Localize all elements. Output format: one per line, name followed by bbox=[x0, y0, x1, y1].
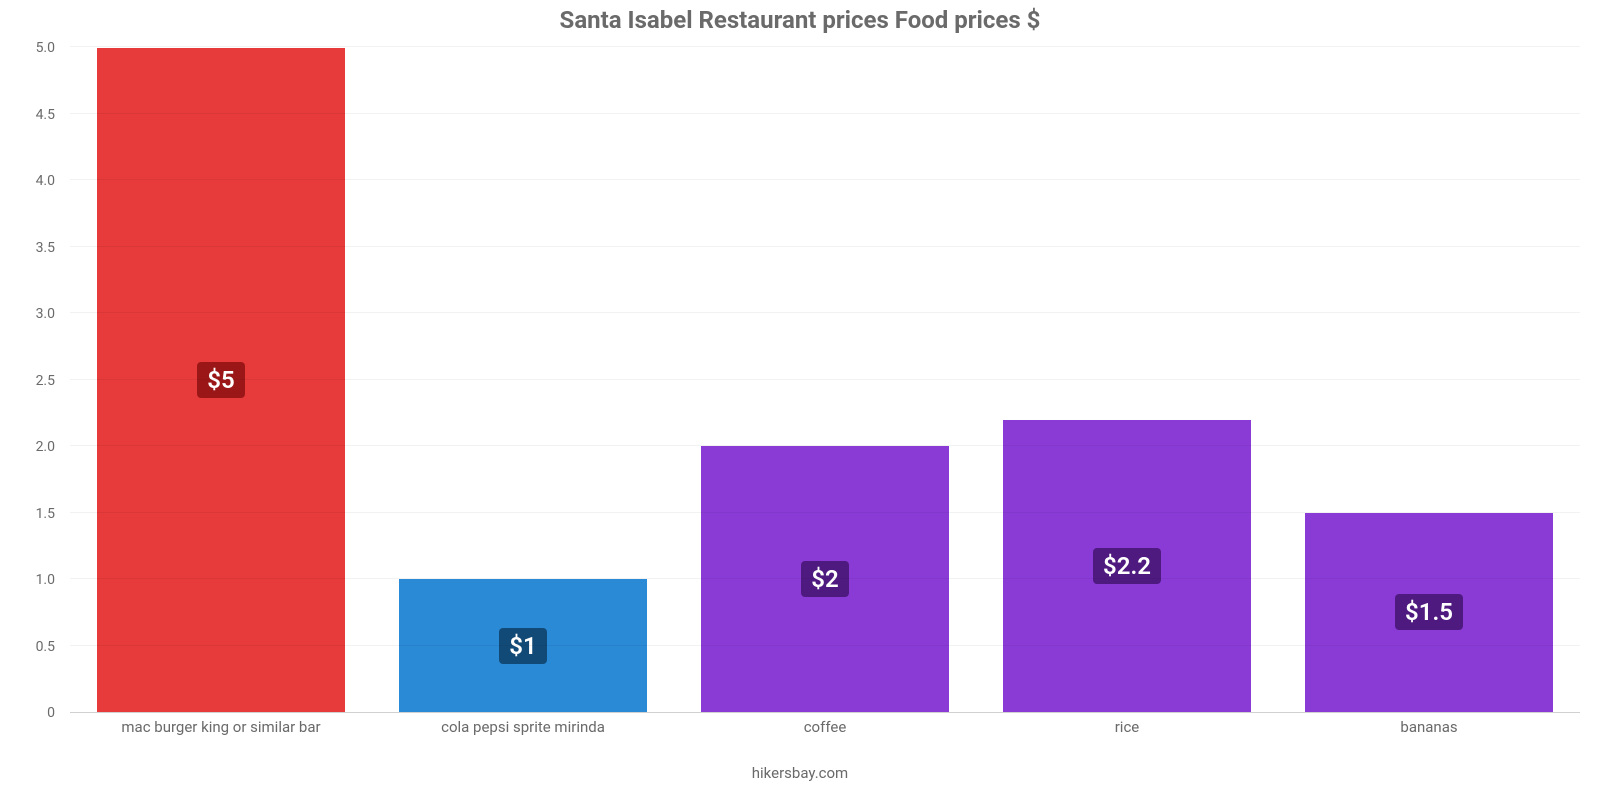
bars-container: $5 $1 $2 $2.2 $1.5 bbox=[70, 48, 1580, 712]
bar: $1.5 bbox=[1305, 513, 1553, 712]
chart-title: Santa Isabel Restaurant prices Food pric… bbox=[0, 6, 1600, 34]
gridline bbox=[70, 512, 1580, 513]
x-tick-label: cola pepsi sprite mirinda bbox=[372, 718, 674, 736]
y-tick-label: 1.5 bbox=[0, 506, 55, 522]
gridline bbox=[70, 578, 1580, 579]
gridline bbox=[70, 379, 1580, 380]
plot-area: $5 $1 $2 $2.2 $1.5 bbox=[70, 48, 1580, 713]
gridline bbox=[70, 645, 1580, 646]
gridline bbox=[70, 179, 1580, 180]
x-axis-labels: mac burger king or similar barcola pepsi… bbox=[70, 718, 1580, 736]
y-tick-label: 2.0 bbox=[0, 439, 55, 455]
bar: $2.2 bbox=[1003, 420, 1251, 712]
y-tick-label: 5.0 bbox=[0, 40, 55, 56]
bar-slot: $2 bbox=[674, 48, 976, 712]
value-badge: $1 bbox=[499, 628, 546, 664]
bar: $1 bbox=[399, 579, 647, 712]
y-tick-label: 0 bbox=[0, 705, 55, 721]
y-tick-label: 0.5 bbox=[0, 639, 55, 655]
y-tick-label: 4.0 bbox=[0, 173, 55, 189]
bar: $2 bbox=[701, 446, 949, 712]
gridline bbox=[70, 246, 1580, 247]
bar-slot: $1 bbox=[372, 48, 674, 712]
bar-slot: $2.2 bbox=[976, 48, 1278, 712]
x-tick-label: mac burger king or similar bar bbox=[70, 718, 372, 736]
y-tick-label: 1.0 bbox=[0, 572, 55, 588]
bar-slot: $1.5 bbox=[1278, 48, 1580, 712]
x-tick-label: coffee bbox=[674, 718, 976, 736]
value-badge: $2 bbox=[801, 561, 848, 597]
y-tick-label: 3.5 bbox=[0, 240, 55, 256]
x-tick-label: rice bbox=[976, 718, 1278, 736]
value-badge: $1.5 bbox=[1395, 594, 1463, 630]
value-badge: $5 bbox=[197, 362, 244, 398]
y-tick-label: 4.5 bbox=[0, 107, 55, 123]
gridline bbox=[70, 312, 1580, 313]
gridline bbox=[70, 445, 1580, 446]
price-bar-chart: Santa Isabel Restaurant prices Food pric… bbox=[0, 0, 1600, 800]
gridline bbox=[70, 46, 1580, 47]
bar-slot: $5 bbox=[70, 48, 372, 712]
gridline bbox=[70, 113, 1580, 114]
y-tick-label: 2.5 bbox=[0, 373, 55, 389]
source-label: hikersbay.com bbox=[0, 764, 1600, 782]
x-tick-label: bananas bbox=[1278, 718, 1580, 736]
y-tick-label: 3.0 bbox=[0, 306, 55, 322]
bar: $5 bbox=[97, 48, 345, 712]
